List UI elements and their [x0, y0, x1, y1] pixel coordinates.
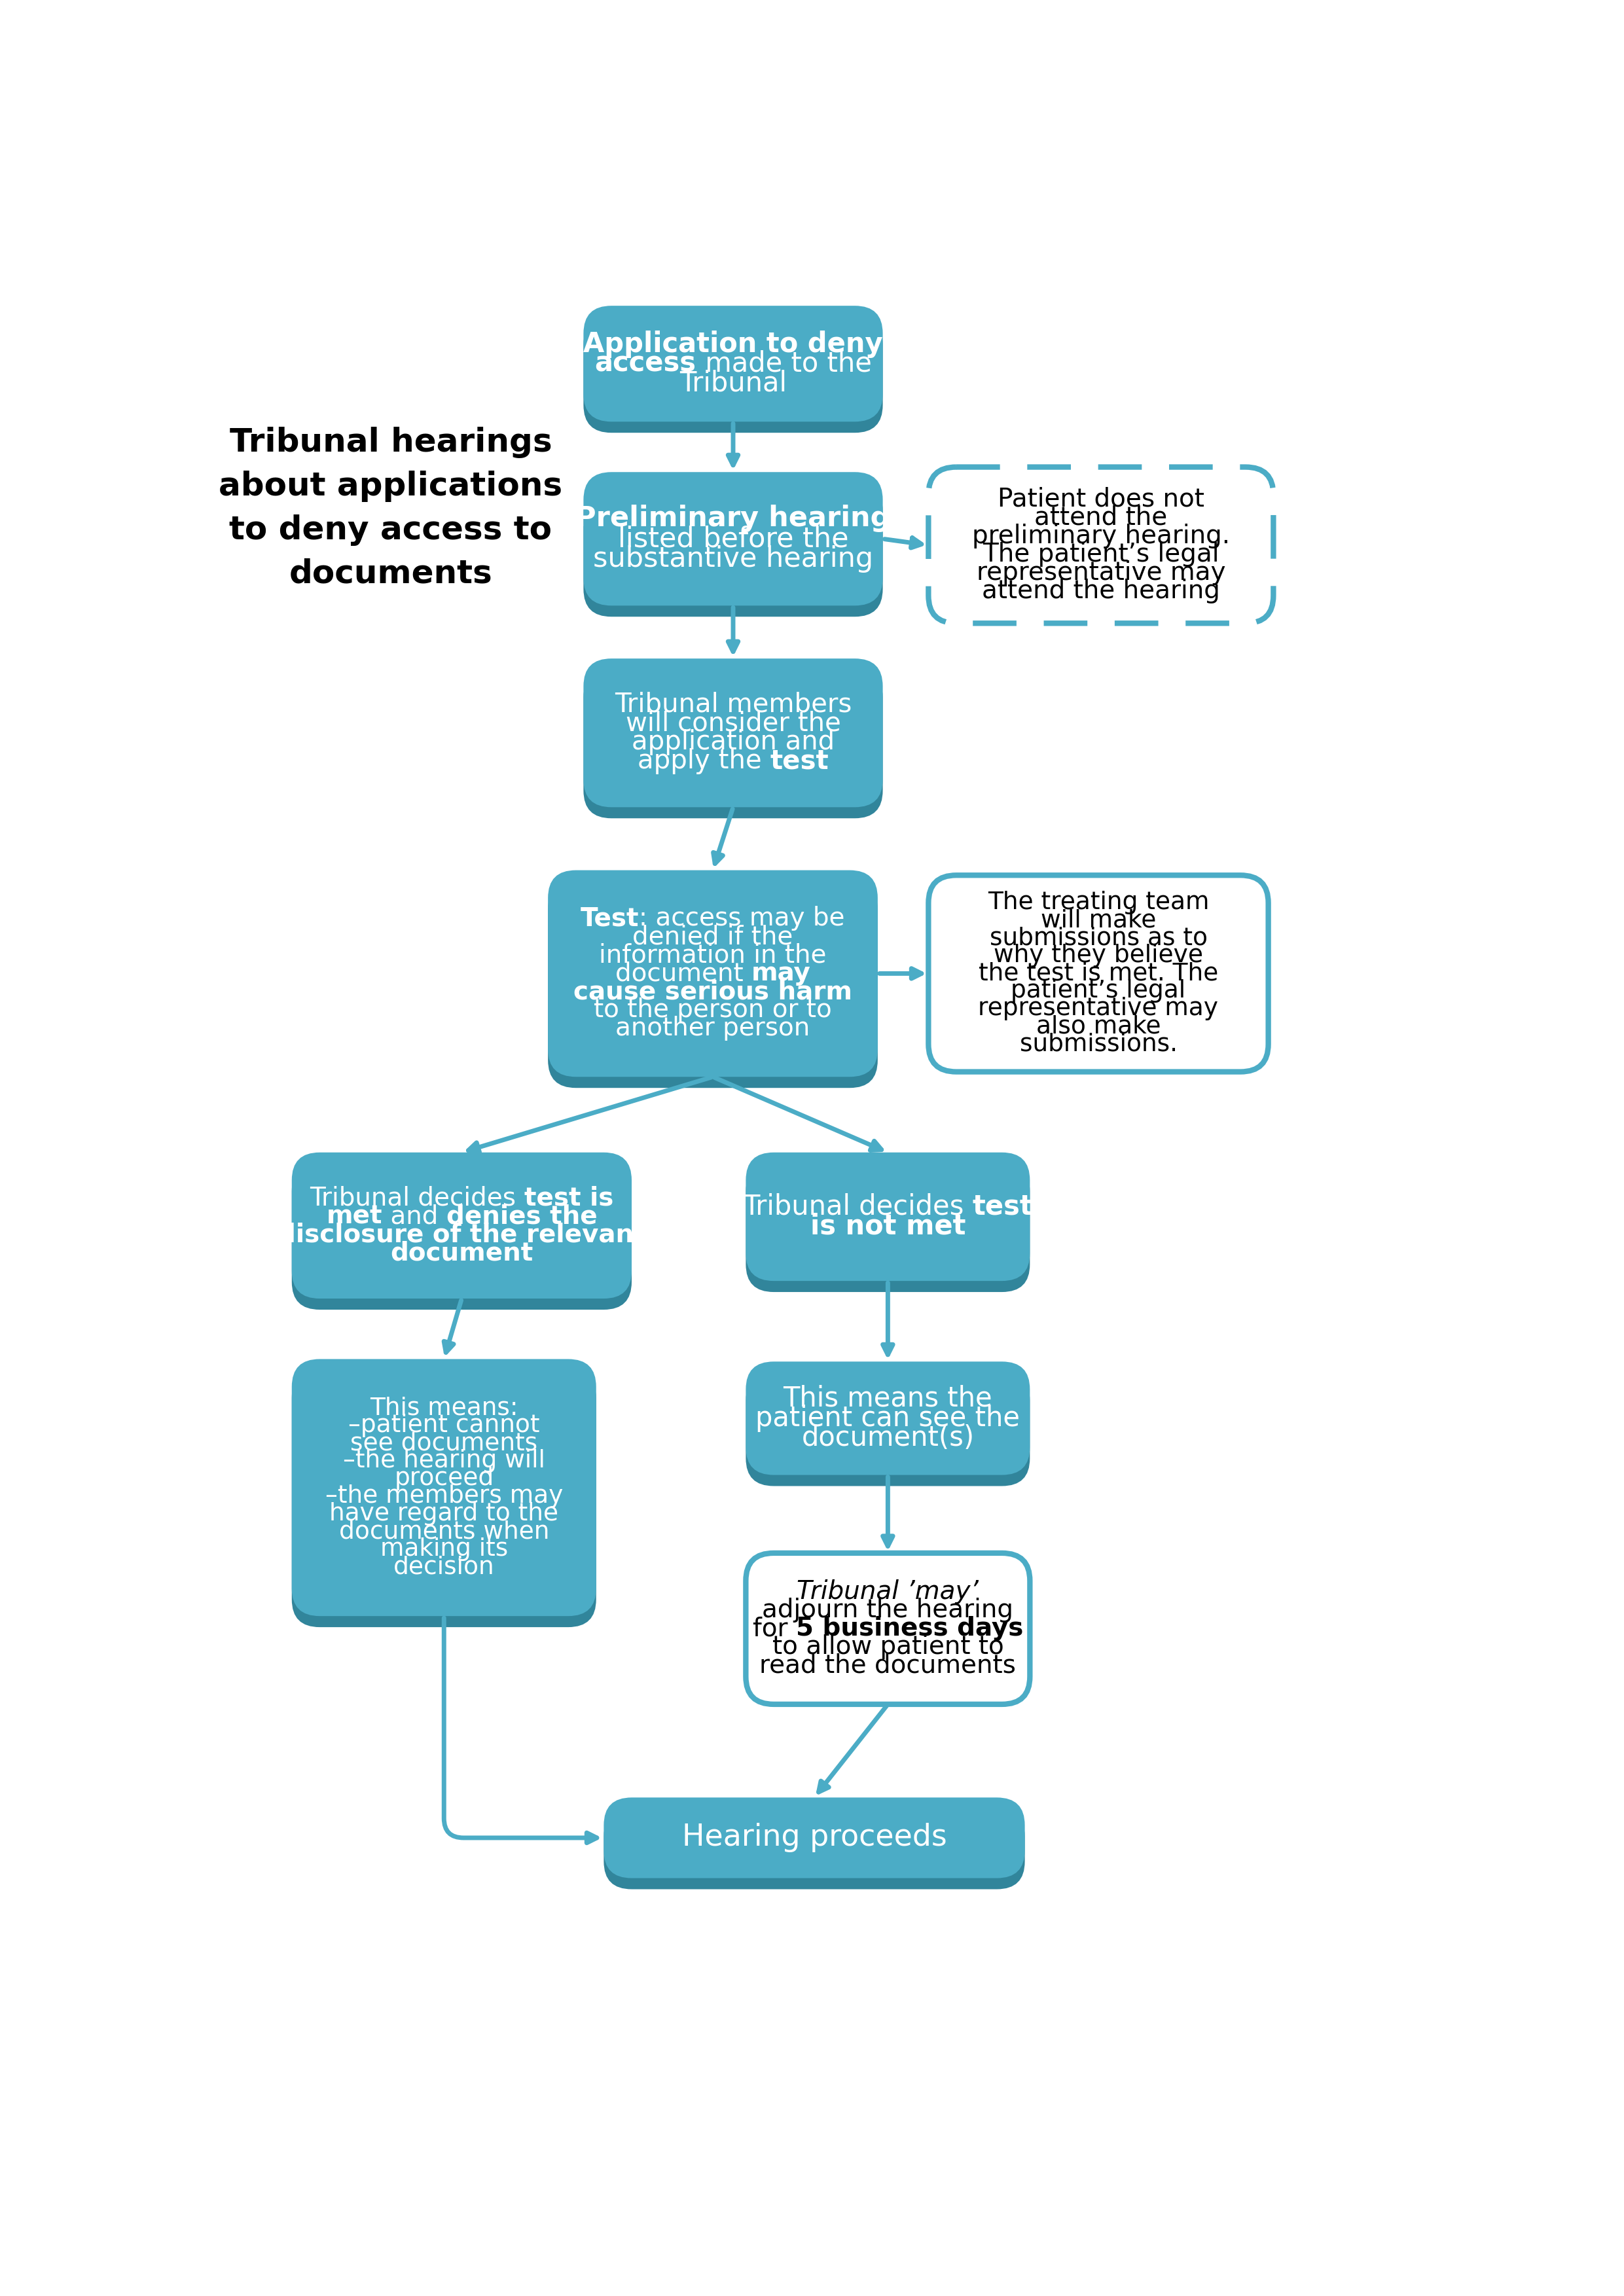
Text: Tribunal: Tribunal — [679, 370, 786, 397]
Text: patient can see the: patient can see the — [755, 1405, 1020, 1433]
Text: representative may: representative may — [978, 996, 1218, 1022]
Text: will consider the: will consider the — [625, 709, 841, 737]
Text: attend the: attend the — [1034, 505, 1168, 530]
Text: document: document — [615, 962, 752, 985]
FancyBboxPatch shape — [745, 1164, 1030, 1293]
Text: test: test — [973, 1194, 1033, 1221]
Text: document: document — [390, 1240, 533, 1265]
Text: –the hearing will: –the hearing will — [343, 1449, 546, 1472]
Text: for: for — [752, 1616, 796, 1642]
FancyBboxPatch shape — [583, 305, 883, 422]
Text: made to the: made to the — [697, 349, 872, 377]
Text: Tribunal ’may’: Tribunal ’may’ — [797, 1580, 979, 1605]
Text: cause serious harm: cause serious harm — [573, 980, 853, 1003]
Text: submissions as to: submissions as to — [989, 925, 1207, 951]
Text: Tribunal hearings
about applications
to deny access to
documents: Tribunal hearings about applications to … — [219, 427, 562, 590]
FancyBboxPatch shape — [292, 1371, 596, 1628]
Text: listed before the: listed before the — [617, 526, 848, 553]
Text: patient’s legal: patient’s legal — [1012, 980, 1186, 1003]
Text: : access may be: : access may be — [640, 907, 844, 930]
Text: Hearing proceeds: Hearing proceeds — [682, 1823, 947, 1853]
FancyBboxPatch shape — [583, 659, 883, 808]
Text: decision: decision — [393, 1554, 495, 1580]
Text: information in the: information in the — [599, 944, 827, 967]
Text: documents when: documents when — [339, 1520, 549, 1543]
FancyBboxPatch shape — [929, 466, 1273, 622]
Text: also make: also make — [1036, 1015, 1161, 1038]
Text: –patient cannot: –patient cannot — [348, 1414, 539, 1437]
FancyBboxPatch shape — [604, 1809, 1025, 1890]
Text: denies the: denies the — [447, 1203, 598, 1228]
Text: adjourn the hearing: adjourn the hearing — [762, 1598, 1013, 1623]
FancyBboxPatch shape — [292, 1153, 632, 1300]
Text: Tribunal decides: Tribunal decides — [310, 1185, 525, 1210]
Text: proceed: proceed — [395, 1467, 494, 1490]
Text: preliminary hearing.: preliminary hearing. — [971, 523, 1229, 549]
Text: see documents: see documents — [351, 1433, 538, 1456]
FancyBboxPatch shape — [547, 882, 877, 1088]
Text: Tribunal decides: Tribunal decides — [742, 1194, 973, 1221]
Text: Test: Test — [581, 907, 640, 930]
Text: read the documents: read the documents — [760, 1653, 1017, 1678]
Text: 5 business days: 5 business days — [796, 1616, 1023, 1642]
Text: The patient’s legal: The patient’s legal — [983, 542, 1220, 567]
FancyBboxPatch shape — [745, 1552, 1030, 1704]
Text: why they believe: why they believe — [994, 944, 1203, 967]
Text: Application to deny: Application to deny — [583, 331, 883, 358]
FancyBboxPatch shape — [583, 317, 883, 432]
Text: met: met — [326, 1203, 382, 1228]
Text: Tribunal members: Tribunal members — [614, 691, 851, 716]
Text: attend the hearing: attend the hearing — [983, 579, 1220, 604]
Text: test: test — [770, 748, 828, 774]
Text: –the members may: –the members may — [325, 1486, 564, 1508]
Text: disclosure of the relevant: disclosure of the relevant — [278, 1221, 646, 1247]
Text: submissions.: submissions. — [1020, 1033, 1177, 1056]
Text: The treating team: The treating team — [987, 891, 1210, 914]
Text: substantive hearing: substantive hearing — [593, 546, 874, 574]
Text: making its: making its — [380, 1538, 508, 1561]
FancyBboxPatch shape — [583, 670, 883, 817]
Text: application and: application and — [632, 730, 835, 755]
Text: is not met: is not met — [810, 1212, 966, 1240]
Text: to the person or to: to the person or to — [594, 999, 831, 1022]
FancyBboxPatch shape — [745, 1153, 1030, 1281]
FancyBboxPatch shape — [745, 1362, 1030, 1474]
Text: This means:: This means: — [370, 1396, 518, 1419]
Text: to allow patient to: to allow patient to — [771, 1635, 1004, 1660]
Text: may: may — [752, 962, 810, 985]
Text: apply the: apply the — [638, 748, 770, 774]
Text: the test is met. The: the test is met. The — [979, 962, 1218, 985]
Text: access: access — [594, 349, 697, 377]
Text: representative may: representative may — [976, 560, 1226, 585]
FancyBboxPatch shape — [929, 875, 1268, 1072]
FancyBboxPatch shape — [292, 1359, 596, 1616]
FancyBboxPatch shape — [292, 1164, 632, 1309]
Text: This means the: This means the — [783, 1384, 992, 1412]
FancyBboxPatch shape — [547, 870, 877, 1077]
Text: Preliminary hearing: Preliminary hearing — [575, 505, 890, 533]
Text: test is: test is — [525, 1185, 614, 1210]
Text: and: and — [382, 1203, 447, 1228]
Text: have regard to the: have regard to the — [330, 1502, 559, 1527]
Text: Patient does not: Patient does not — [997, 487, 1205, 512]
Text: another person: another person — [615, 1017, 810, 1040]
Text: denied if the: denied if the — [632, 925, 793, 948]
FancyBboxPatch shape — [745, 1373, 1030, 1486]
Text: document(s): document(s) — [801, 1424, 974, 1451]
FancyBboxPatch shape — [583, 482, 883, 618]
Text: will make: will make — [1041, 909, 1156, 932]
FancyBboxPatch shape — [604, 1798, 1025, 1878]
FancyBboxPatch shape — [583, 473, 883, 606]
